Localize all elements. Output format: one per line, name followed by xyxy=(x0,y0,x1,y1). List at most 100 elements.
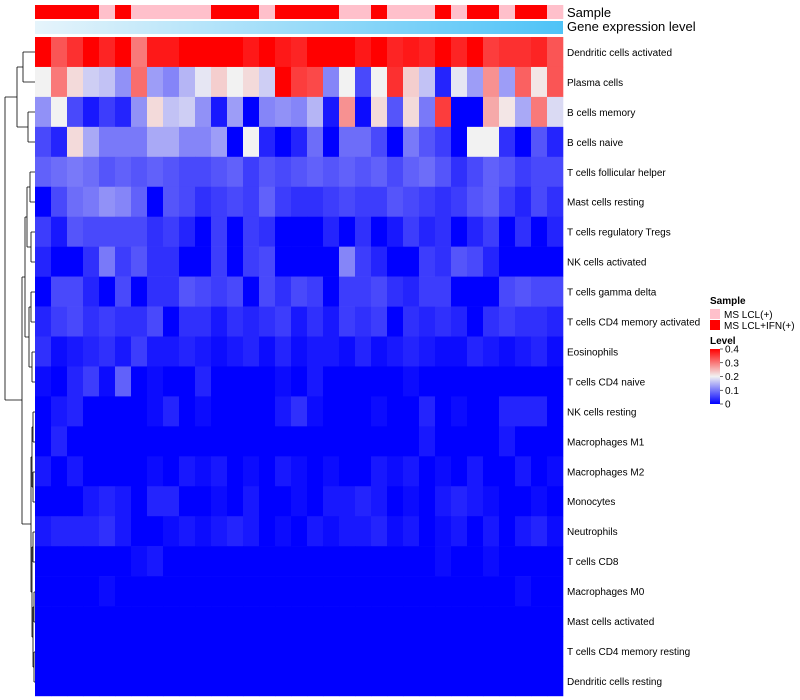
heatmap-cell xyxy=(243,396,260,427)
heatmap-cell xyxy=(179,306,196,337)
heatmap-cell xyxy=(275,156,292,188)
heatmap-cell xyxy=(291,336,308,367)
heatmap-cell xyxy=(371,276,388,307)
heatmap-cell xyxy=(227,336,244,367)
heatmap-cell xyxy=(435,306,452,337)
heatmap-cell xyxy=(387,606,404,637)
heatmap-cell xyxy=(467,516,484,547)
heatmap-cell xyxy=(483,276,500,307)
heatmap-cell xyxy=(403,516,420,547)
heatmap-cell xyxy=(211,276,228,307)
heatmap-cell xyxy=(515,37,532,68)
heatmap-cell xyxy=(531,546,548,577)
heatmap-cell xyxy=(467,246,484,277)
heatmap-cell xyxy=(179,456,196,487)
heatmap-cell xyxy=(467,636,484,667)
heatmap-cell xyxy=(147,546,164,577)
sample-annotation-cell xyxy=(291,5,308,19)
heatmap-cell xyxy=(227,246,244,277)
heatmap-cell xyxy=(515,336,532,367)
heatmap-cell xyxy=(451,366,468,397)
heatmap-cell xyxy=(371,486,388,517)
heatmap-cell xyxy=(547,126,564,158)
heatmap-cell xyxy=(515,576,532,607)
sample-annotation-cell xyxy=(35,5,52,19)
heatmap-cell xyxy=(339,636,356,667)
heatmap-cell xyxy=(451,426,468,457)
heatmap-cell xyxy=(515,396,532,427)
heatmap-cell xyxy=(131,336,148,367)
heatmap-cell xyxy=(147,396,164,427)
heatmap-cell xyxy=(515,216,532,247)
heatmap-cell xyxy=(83,486,100,517)
heatmap-cell xyxy=(99,665,116,697)
heatmap-cell xyxy=(259,96,276,128)
heatmap-cell xyxy=(211,306,228,337)
heatmap-cell xyxy=(451,246,468,277)
heatmap-cell xyxy=(211,246,228,277)
heatmap-cell xyxy=(547,426,564,457)
heatmap-cell xyxy=(51,336,68,367)
heatmap-cell xyxy=(339,665,356,697)
heatmap-cell xyxy=(211,606,228,637)
heatmap-cell xyxy=(179,516,196,547)
heatmap-cell xyxy=(83,66,100,98)
heatmap-cell xyxy=(131,426,148,457)
heatmap-cell xyxy=(147,96,164,128)
heatmap-cell xyxy=(163,516,180,547)
sample-annotation-cell xyxy=(355,5,372,19)
sample-annotation-cell xyxy=(499,5,516,19)
heatmap-cell xyxy=(243,276,260,307)
heatmap-cell xyxy=(387,486,404,517)
heatmap-cell xyxy=(419,366,436,397)
heatmap-cell xyxy=(355,456,372,487)
heatmap-cell xyxy=(163,366,180,397)
heatmap-cell xyxy=(227,606,244,637)
heatmap-cell xyxy=(275,606,292,637)
heatmap-cell xyxy=(211,426,228,457)
heatmap-cell xyxy=(211,516,228,547)
sample-annotation-cell xyxy=(179,5,196,19)
sample-annotation-cell xyxy=(483,5,500,19)
heatmap-cell xyxy=(147,306,164,337)
heatmap-cell xyxy=(547,396,564,427)
heatmap-cell xyxy=(403,636,420,667)
heatmap-cell xyxy=(499,396,516,427)
heatmap-cell xyxy=(99,66,116,98)
row-label: T cells regulatory Tregs xyxy=(567,228,671,239)
heatmap-cell xyxy=(211,37,228,68)
heatmap-cell xyxy=(515,96,532,128)
heatmap-cell xyxy=(243,37,260,68)
heatmap-cell xyxy=(323,636,340,667)
heatmap-cell xyxy=(147,366,164,397)
row-label: B cells memory xyxy=(567,108,635,119)
heatmap-cell xyxy=(339,276,356,307)
heatmap-cell xyxy=(291,456,308,487)
heatmap-cell xyxy=(195,426,212,457)
heatmap-cell xyxy=(307,96,324,128)
heatmap-cell xyxy=(195,96,212,128)
heatmap-cell xyxy=(275,486,292,517)
heatmap-cell xyxy=(243,156,260,188)
heatmap-cell xyxy=(67,126,84,158)
heatmap-cell xyxy=(467,576,484,607)
heatmap-cell xyxy=(51,96,68,128)
heatmap-cell xyxy=(483,396,500,427)
heatmap-cell xyxy=(355,426,372,457)
heatmap-cell xyxy=(483,546,500,577)
heatmap-cell xyxy=(467,96,484,128)
heatmap-cell xyxy=(547,37,564,68)
heatmap-cell xyxy=(371,665,388,697)
heatmap-cell xyxy=(403,546,420,577)
heatmap-cell xyxy=(387,396,404,427)
heatmap-cell xyxy=(195,516,212,547)
heatmap-cell xyxy=(467,426,484,457)
heatmap-cell xyxy=(179,636,196,667)
heatmap-cell xyxy=(243,546,260,577)
sample-annotation-cell xyxy=(515,5,532,19)
heatmap-cell xyxy=(211,456,228,487)
heatmap-cell xyxy=(355,156,372,188)
heatmap-cell xyxy=(499,366,516,397)
heatmap-cell xyxy=(243,186,260,217)
heatmap-cell xyxy=(419,636,436,667)
